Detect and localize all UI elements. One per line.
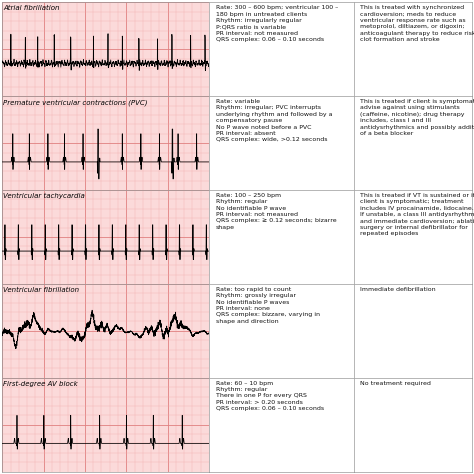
Text: No treatment required: No treatment required [360,381,431,385]
Text: Rate: variable
Rhythm: irregular; PVC interrupts
underlying rhythm and followed : Rate: variable Rhythm: irregular; PVC in… [216,99,333,143]
Text: Ventricular tachycardia: Ventricular tachycardia [3,193,85,199]
Text: Rate: too rapid to count
Rhythm: grossly irregular
No identifiable P waves
PR in: Rate: too rapid to count Rhythm: grossly… [216,287,320,324]
Text: First-degree AV block: First-degree AV block [3,381,78,387]
Text: This is treated if VT is sustained or if
client is symptomatic; treatment
includ: This is treated if VT is sustained or if… [360,193,474,237]
Text: Ventricular fibrillation: Ventricular fibrillation [3,287,80,293]
Text: Rate: 300 – 600 bpm; ventricular 100 –
180 bpm in untreated clients
Rhythm: irre: Rate: 300 – 600 bpm; ventricular 100 – 1… [216,5,338,42]
Text: Premature ventricular contractions (PVC): Premature ventricular contractions (PVC) [3,99,148,106]
Text: This is treated with synchronized
cardioversion; meds to reduce
ventricular resp: This is treated with synchronized cardio… [360,5,474,42]
Text: Atrial fibrillation: Atrial fibrillation [3,5,60,11]
Text: This is treated if client is symptomatic;
advise against using stimulants
(caffe: This is treated if client is symptomatic… [360,99,474,136]
Text: Rate: 100 – 250 bpm
Rhythm: regular
No identifiable P wave
PR interval: not meas: Rate: 100 – 250 bpm Rhythm: regular No i… [216,193,337,230]
Text: Immediate defibrillation: Immediate defibrillation [360,287,436,292]
Text: Rate: 60 – 10 bpm
Rhythm: regular
There in one P for every QRS
PR interval: > 0.: Rate: 60 – 10 bpm Rhythm: regular There … [216,381,324,411]
